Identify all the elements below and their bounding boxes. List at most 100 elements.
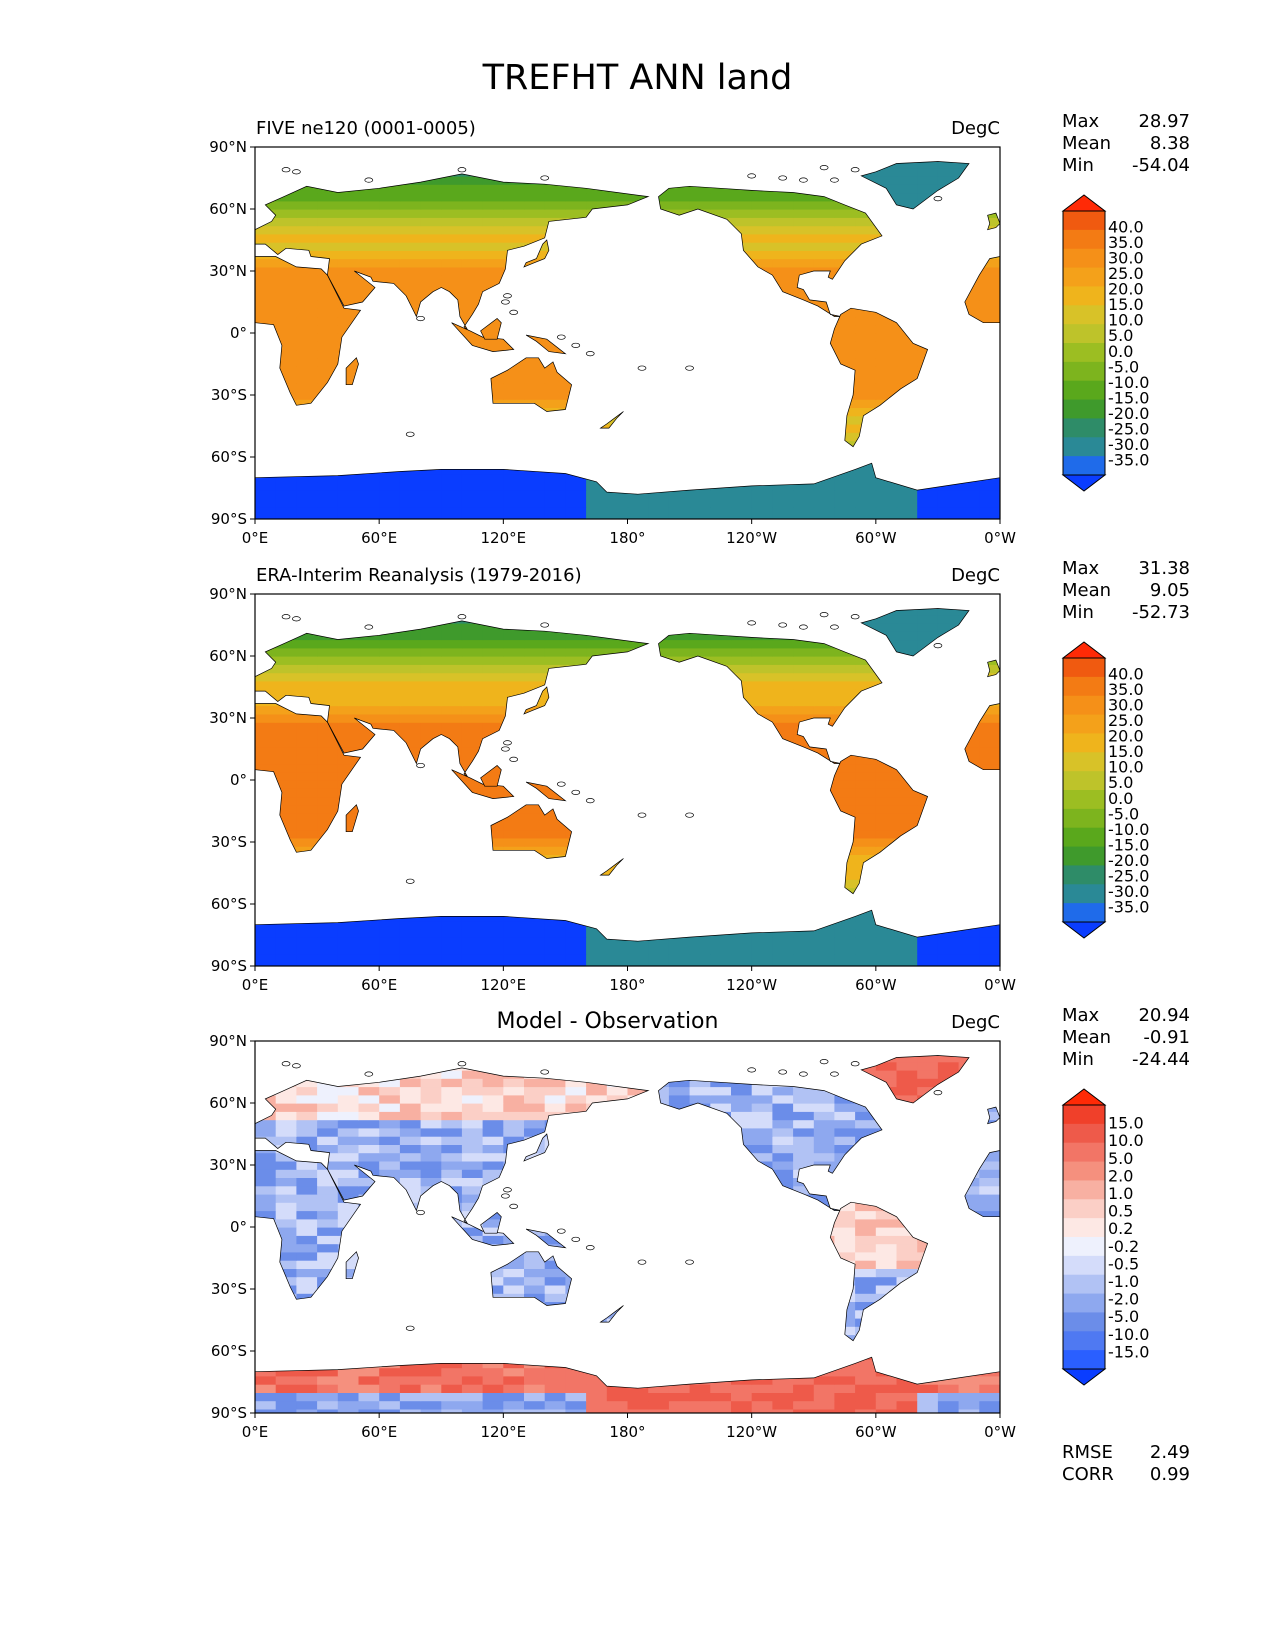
grid-cell [524,1160,546,1170]
grid-cell [731,1152,753,1162]
grid-cell [503,1169,525,1178]
grid-cell [689,1080,711,1088]
grid-cell [337,622,360,632]
grid-cell [337,390,360,400]
grid-cell [255,680,277,690]
grid-cell [813,713,836,723]
grid-cell [668,283,691,293]
grid-cell [399,473,422,483]
grid-cell [544,1392,566,1402]
grid-cell [731,1367,753,1377]
grid-cell [420,192,442,202]
grid-cell [751,506,773,516]
grid-cell [917,1400,939,1410]
grid-cell [830,870,836,880]
x-tick-label: 120°E [481,976,527,994]
grid-cell [379,631,401,641]
grid-cell [896,1227,918,1236]
y-tick-label: 60°S [211,448,247,466]
grid-cell [813,1357,836,1360]
grid-cell [420,316,442,326]
grid-cell [979,490,1000,499]
grid-cell [834,870,856,880]
grid-cell [731,664,753,674]
grid-cell [441,498,463,508]
grid-cell [296,399,318,406]
grid-cell [275,1119,297,1129]
grid-cell [668,1359,691,1369]
grid-cell [317,1392,339,1402]
grid-cell [399,705,422,715]
grid-cell [358,1218,380,1225]
grid-cell [461,209,484,218]
grid-cell [606,647,629,657]
grid-cell [379,664,401,674]
grid-cell [731,961,753,966]
grid-cell [793,697,815,707]
grid-cell [544,687,549,690]
grid-cell [710,738,732,748]
grid-cell [255,813,277,822]
grid-cell [606,299,629,309]
grid-cell [565,481,587,491]
grid-cell [296,622,318,632]
grid-cell [503,1210,525,1220]
grid-cell [524,490,546,499]
y-tick-label: 30°S [211,386,247,404]
grid-cell [793,1384,815,1393]
grid-cell [668,291,691,301]
grid-cell [503,242,525,251]
grid-cell [441,1103,463,1112]
grid-cell [420,722,442,731]
grid-cell [275,357,297,367]
grid-cell [296,1160,318,1170]
colorbar-swatch [1063,1105,1105,1125]
grid-cell [813,953,836,963]
grid-cell [606,1067,629,1071]
grid-cell [420,1086,442,1096]
grid-cell [896,1069,918,1079]
grid-cell [358,1218,361,1228]
grid-cell [917,432,928,442]
grid-cell [896,788,918,798]
grid-cell [275,233,297,243]
grid-cell [606,225,629,235]
grid-cell [658,1160,670,1170]
grid-cell [317,620,339,624]
grid-cell [834,920,856,930]
y-tick-label: 30°N [209,262,247,280]
grid-cell [627,1127,649,1137]
grid-cell [255,184,277,194]
grid-cell [834,1193,856,1203]
grid-cell [275,1400,297,1410]
grid-cell [255,1218,277,1228]
grid-cell [275,1235,297,1245]
grid-cell [834,887,856,894]
grid-cell [337,481,360,491]
grid-cell [337,498,360,508]
grid-cell [441,928,463,938]
grid-cell [658,1185,670,1195]
grid-cell [524,746,546,756]
grid-cell [917,1276,928,1286]
grid-cell [772,1357,794,1360]
grid-cell [793,217,815,227]
grid-cell [606,738,629,748]
grid-cell [896,631,918,641]
grid-cell [731,299,753,309]
grid-cell [689,945,711,955]
grid-cell [255,1408,277,1413]
grid-cell [875,1276,898,1286]
grid-cell [855,870,877,880]
grid-cell [317,324,339,334]
grid-cell [751,664,773,674]
grid-cell [731,738,753,748]
grid-cell [358,1408,380,1413]
grid-cell [461,620,484,624]
grid-cell [399,928,422,938]
grid-cell [855,633,877,641]
grid-cell [441,730,463,740]
grid-cell [296,1152,318,1162]
grid-cell [917,763,928,773]
grid-cell [482,250,504,260]
